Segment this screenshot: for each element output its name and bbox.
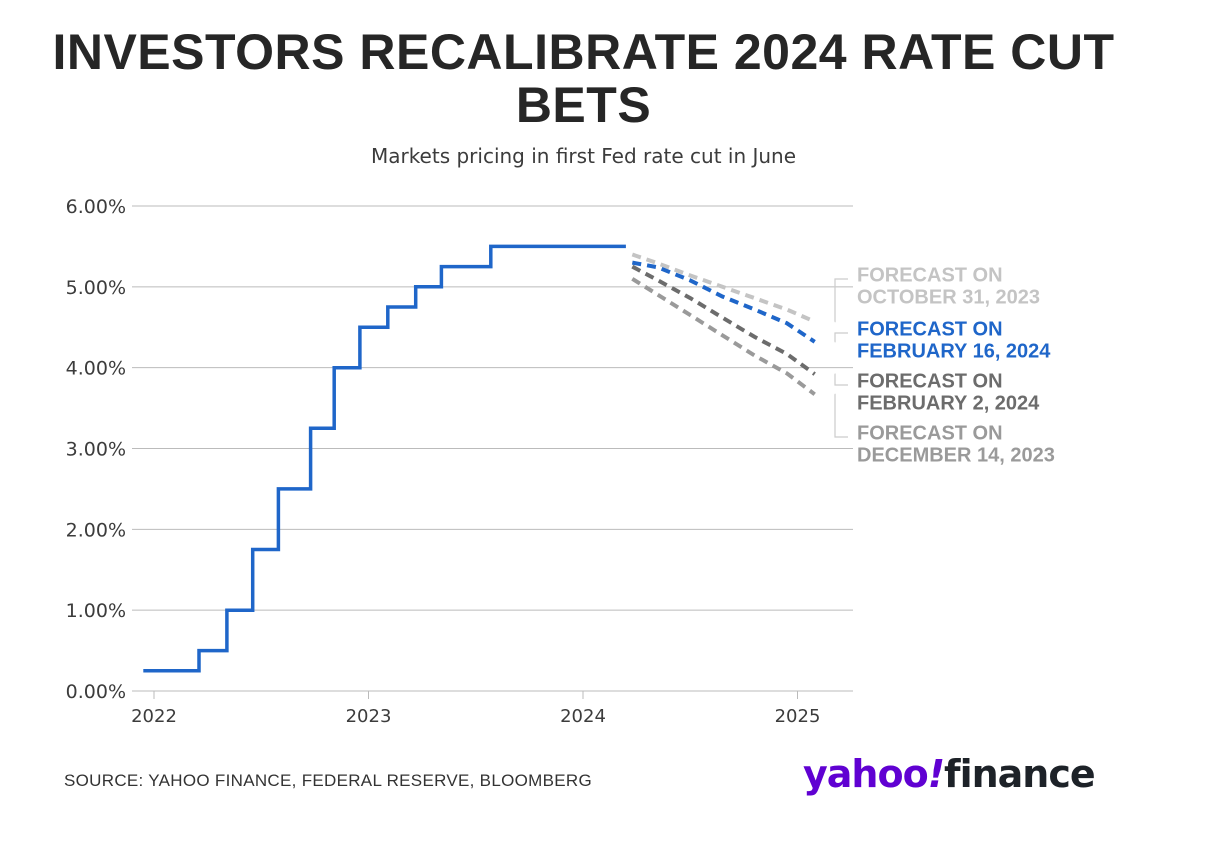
y-tick-label: 3.00% [66,439,126,461]
y-tick-label: 1.00% [66,600,126,622]
forecast-connector [834,332,848,343]
logo-exclamation: ! [927,752,945,796]
forecast-line-4 [631,277,816,396]
forecast-label: FORECAST ON [857,318,1003,340]
forecast-label: FEBRUARY 16, 2024 [857,340,1051,362]
forecast-line-1 [631,252,816,324]
series-layer [143,244,816,673]
forecast-label: FORECAST ON [857,422,1003,444]
source-note: SOURCE: YAHOO FINANCE, FEDERAL RESERVE, … [64,771,592,790]
grid-layer [132,205,853,692]
forecast-label: FORECAST ON [857,264,1003,286]
forecast-connector [834,373,848,386]
y-tick-label: 5.00% [66,277,126,299]
forecast-line-3 [631,264,816,376]
y-tick-label: 6.00% [66,196,126,218]
x-tick-label: 2023 [346,706,392,727]
x-tick-label: 2025 [775,706,821,727]
forecast-label: FORECAST ON [857,370,1003,392]
x-tick-label: 2022 [131,706,177,727]
yahoo-finance-logo: yahoo!finance [803,752,1096,796]
x-tick-label: 2024 [560,706,606,727]
logo-yahoo-text: yahoo [803,752,929,796]
forecast-label: FEBRUARY 2, 2024 [857,392,1040,414]
y-tick-label: 4.00% [66,358,126,380]
chart-subtitle: Markets pricing in first Fed rate cut in… [370,144,797,168]
forecast-label: DECEMBER 14, 2023 [857,444,1055,466]
chart-title: INVESTORS RECALIBRATE 2024 RATE CUT BETS [52,24,1115,133]
forecast-label: OCTOBER 31, 2023 [857,286,1040,308]
logo-finance-text: finance [944,752,1096,796]
y-tick-label: 0.00% [66,681,126,703]
fed-rate-step-line [143,244,626,673]
forecast-line-2 [631,260,816,344]
y-tick-label: 2.00% [66,519,126,541]
forecast-connector [834,393,848,438]
axis-layer: 0.00% 1.00% 2.00% 3.00% 4.00% 5.00% 6.00% 2022 2… [66,196,821,727]
forecast-connector [834,278,848,323]
